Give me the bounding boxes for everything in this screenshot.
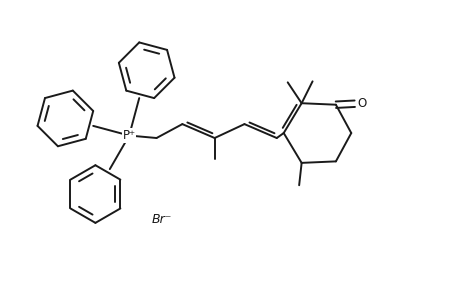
Text: P⁺: P⁺ <box>122 129 136 142</box>
Text: Br⁻: Br⁻ <box>151 214 171 226</box>
Text: O: O <box>357 97 366 110</box>
